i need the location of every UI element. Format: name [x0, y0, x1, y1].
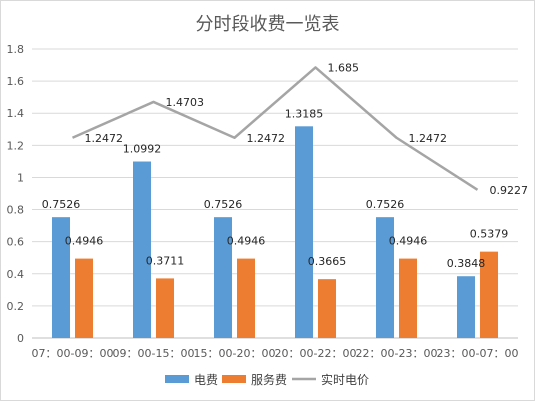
x-tick-label: 15：00-20：00	[194, 347, 276, 360]
bar-electricity	[52, 217, 70, 338]
bar-service	[75, 258, 93, 338]
line-point-label: 1.4703	[166, 96, 205, 109]
bar-service	[156, 278, 174, 338]
legend: 电费 服务费 实时电价	[165, 372, 369, 387]
y-tick-label: 1.2	[7, 139, 25, 152]
gridlines	[32, 48, 518, 339]
y-tick-label: 0.2	[7, 300, 25, 313]
legend-label: 服务费	[251, 372, 287, 387]
x-tick-label: 07：00-09：00	[32, 347, 114, 360]
line-point-label: 1.2472	[409, 132, 448, 145]
line-realtime-price	[71, 66, 479, 191]
bar-service-label: 0.4946	[227, 235, 266, 248]
bar-service	[237, 258, 255, 338]
x-tick-label: 23：00-07：00	[437, 347, 519, 360]
y-tick-label: 0	[17, 332, 24, 345]
bar-electricity-label: 0.7526	[204, 198, 243, 211]
y-tick-label: 1	[17, 171, 24, 184]
bar-service	[480, 251, 498, 338]
bar-electricity	[457, 276, 475, 338]
bar-electricity	[376, 217, 394, 338]
bar-electricity	[295, 126, 313, 339]
x-tick-label: 20：00-22：00	[275, 347, 357, 360]
x-tick-label: 09：00-15：00	[113, 347, 195, 360]
bar-service	[399, 258, 417, 338]
bar-service-label: 0.3711	[146, 254, 185, 267]
bar-service-label: 0.3665	[308, 255, 347, 268]
legend-swatch	[222, 375, 246, 383]
x-axis: 07：00-09：00 09：00-15：00 15：00-20：00 20：00-2…	[32, 337, 519, 360]
bar-service-label: 0.5379	[470, 228, 509, 241]
legend-label: 电费	[194, 373, 218, 387]
y-tick-label: 1.4	[7, 107, 25, 120]
bars	[52, 126, 498, 339]
y-tick-label: 0.8	[7, 204, 25, 217]
line-point-label: 1.2472	[247, 132, 286, 145]
line-point-label: 1.2472	[85, 132, 124, 145]
bar-service-label: 0.4946	[65, 235, 104, 248]
line-point-label: 1.685	[328, 61, 360, 74]
legend-swatch	[165, 375, 189, 383]
bar-electricity-label: 0.3848	[447, 257, 486, 270]
bar-service	[318, 279, 336, 338]
y-axis: 0 0.2 0.4 0.6 0.8 1 1.2 1.4 1.6 1.8	[7, 43, 25, 345]
bar-electricity-label: 0.7526	[366, 198, 405, 211]
bar-electricity	[133, 161, 151, 338]
data-labels: 0.7526 0.4946 1.0992 0.3711 0.7526 0.4946 1.31…	[42, 61, 528, 270]
bar-electricity-label: 1.0992	[123, 143, 162, 156]
bar-service-label: 0.4946	[389, 235, 428, 248]
bar-electricity-label: 1.3185	[285, 107, 324, 120]
x-tick-label: 22：00-23：00	[356, 347, 438, 360]
chart-title: 分时段收费一览表	[196, 14, 340, 35]
line-point-label: 0.9227	[490, 184, 529, 197]
bar-electricity-label: 0.7526	[42, 198, 81, 211]
legend-label: 实时电价	[321, 372, 369, 387]
line-series	[71, 66, 479, 191]
bar-electricity	[214, 217, 232, 338]
y-tick-label: 0.6	[7, 236, 25, 249]
y-tick-label: 0.4	[7, 268, 25, 281]
y-tick-label: 1.6	[7, 75, 25, 88]
y-tick-label: 1.8	[7, 43, 25, 56]
